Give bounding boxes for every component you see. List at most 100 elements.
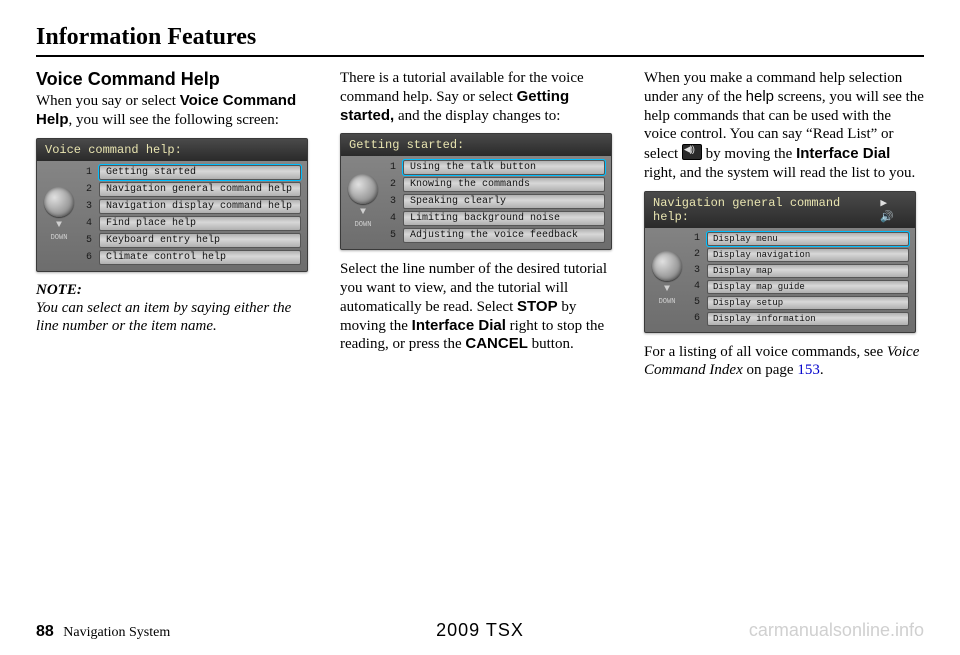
list-item: 2 Display navigation: [691, 248, 909, 262]
list-item: 6 Climate control help: [83, 250, 301, 265]
page-title: Information Features: [36, 24, 924, 57]
screenshot-title-text: Navigation general command help:: [653, 196, 880, 224]
screenshot-title: Getting started:: [341, 134, 611, 156]
row-label: Getting started: [99, 165, 301, 180]
text-bold: Interface Dial: [412, 317, 506, 334]
list-item: 3Speaking clearly: [387, 194, 605, 209]
text: , you will see the following screen:: [69, 112, 279, 128]
row-number: 6: [691, 313, 703, 324]
row-number: 1: [83, 167, 95, 178]
list-item: 3 Display map: [691, 264, 909, 278]
row-number: 3: [387, 196, 399, 207]
dial-icon: [348, 174, 378, 204]
column-2: There is a tutorial available for the vo…: [340, 69, 620, 388]
list-item: 4Display map guide: [691, 280, 909, 294]
screenshot-voice-command-help: Voice command help: ▼ DOWN 1 Getting star…: [36, 138, 308, 272]
text-bold: STOP: [517, 298, 558, 315]
dial-column: ▼ DOWN: [345, 160, 381, 243]
text: button.: [528, 336, 574, 352]
text: When you say or select: [36, 93, 180, 109]
list: 1 Using the talk button 2 Knowing the comm…: [387, 160, 605, 243]
speaker-icon: ▶ 🔊: [880, 196, 907, 224]
screenshot-title: Voice command help:: [37, 139, 307, 161]
list-item: 1 Display menu: [691, 232, 909, 246]
list: 1 Display menu 2 Display navigation 3 Displ…: [691, 232, 909, 326]
text-sans: help: [746, 88, 774, 105]
row-label: Display navigation: [707, 248, 909, 262]
footer-left: 88 Navigation System: [36, 623, 170, 641]
row-label: Limiting background noise: [403, 211, 605, 226]
list: 1 Getting started 2 Navigation general com…: [83, 165, 301, 265]
list-item: 1 Getting started: [83, 165, 301, 180]
row-label: Using the talk button: [403, 160, 605, 175]
col2-intro: There is a tutorial available for the vo…: [340, 69, 620, 125]
list-item: 1 Using the talk button: [387, 160, 605, 175]
row-label: Display map: [707, 264, 909, 278]
footer-center: 2009 TSX: [436, 620, 524, 641]
row-number: 4: [83, 218, 95, 229]
dial-column: ▼ DOWN: [649, 232, 685, 326]
text: and the display changes to:: [394, 108, 560, 124]
row-number: 3: [691, 265, 703, 276]
row-label: Find place help: [99, 216, 301, 231]
row-label: Adjusting the voice feedback: [403, 228, 605, 243]
text: For a listing of all voice commands, see: [644, 344, 887, 360]
row-label: Keyboard entry help: [99, 233, 301, 248]
screenshot-title-text: Voice command help:: [45, 143, 182, 157]
row-number: 5: [691, 297, 703, 308]
list-item: 5 Display setup: [691, 296, 909, 310]
column-1: Voice Command Help When you say or selec…: [36, 69, 316, 388]
list-item: 4 Find place help: [83, 216, 301, 231]
footer-section: Navigation System: [63, 625, 170, 640]
voice-command-help-heading: Voice Command Help: [36, 69, 316, 90]
note-label: NOTE:: [36, 282, 316, 299]
row-label: Display setup: [707, 296, 909, 310]
col3-para2: For a listing of all voice commands, see…: [644, 343, 924, 381]
row-number: 2: [83, 184, 95, 195]
list-item: 2 Knowing the commands: [387, 177, 605, 192]
read-list-icon: [682, 144, 702, 160]
row-label: Display menu: [707, 232, 909, 246]
down-label: DOWN: [659, 299, 676, 306]
row-number: 2: [387, 179, 399, 190]
row-number: 2: [691, 249, 703, 260]
text: .: [820, 362, 824, 378]
row-number: 1: [387, 162, 399, 173]
down-arrow-icon: ▼: [56, 221, 62, 231]
list-item: 5 Keyboard entry help: [83, 233, 301, 248]
text-bold: CANCEL: [465, 335, 528, 352]
text: by moving the: [702, 146, 796, 162]
row-number: 4: [387, 213, 399, 224]
note-body: You can select an item by saying either …: [36, 299, 316, 337]
down-arrow-icon: ▼: [360, 208, 366, 218]
dial-icon: [652, 251, 682, 281]
row-number: 6: [83, 252, 95, 263]
col1-intro: When you say or select Voice Command Hel…: [36, 92, 316, 130]
down-label: DOWN: [355, 222, 372, 229]
text: on page: [743, 362, 798, 378]
row-number: 4: [691, 281, 703, 292]
col2-para2: Select the line number of the desired tu…: [340, 260, 620, 354]
dial-column: ▼ DOWN: [41, 165, 77, 265]
text: right, and the system will read the list…: [644, 165, 915, 181]
screenshot-title: Navigation general command help: ▶ 🔊: [645, 192, 915, 228]
watermark: carmanualsonline.info: [749, 620, 924, 641]
row-number: 5: [83, 235, 95, 246]
row-label: Display information: [707, 312, 909, 326]
dial-icon: [44, 187, 74, 217]
screenshot-nav-general-help: Navigation general command help: ▶ 🔊 ▼ D…: [644, 191, 916, 333]
row-number: 5: [387, 230, 399, 241]
row-number: 1: [691, 233, 703, 244]
row-label: Climate control help: [99, 250, 301, 265]
col3-para1: When you make a command help selection u…: [644, 69, 924, 183]
screenshot-getting-started: Getting started: ▼ DOWN 1 Using the talk …: [340, 133, 612, 250]
row-label: Navigation general command help: [99, 182, 301, 197]
page-link[interactable]: 153: [797, 362, 820, 378]
list-item: 6 Display information: [691, 312, 909, 326]
row-label: Knowing the commands: [403, 177, 605, 192]
footer: 88 Navigation System 2009 TSX carmanuals…: [36, 620, 924, 641]
down-arrow-icon: ▼: [664, 285, 670, 295]
list-item: 4 Limiting background noise: [387, 211, 605, 226]
list-item: 5 Adjusting the voice feedback: [387, 228, 605, 243]
row-label: Navigation display command help: [99, 199, 301, 214]
